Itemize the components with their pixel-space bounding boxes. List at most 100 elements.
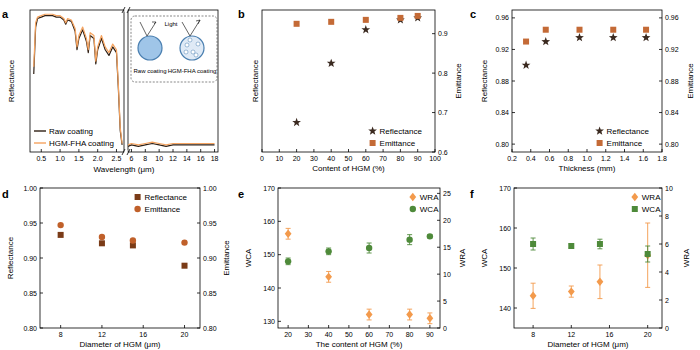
- panel-letter: a: [2, 8, 9, 20]
- y-tick-label: 1.00: [23, 185, 37, 192]
- data-point: [427, 233, 433, 239]
- error-bar: [367, 243, 372, 253]
- y2-tick-label: 4: [665, 269, 669, 276]
- x-tick: [587, 149, 588, 152]
- panel: 0.20.40.60.81.01.21.41.61.80.800.840.880…: [470, 8, 695, 173]
- y2-tick: [432, 112, 435, 113]
- y-tick-label: 150: [499, 265, 511, 272]
- x-tick: [512, 149, 513, 152]
- y2-tick: [437, 220, 440, 221]
- legend-swatch: [34, 142, 46, 143]
- x-tick: [296, 149, 297, 152]
- data-layer: [128, 142, 215, 146]
- data-point: [645, 251, 651, 257]
- annotation: Raw coating: [133, 68, 166, 74]
- break-mark: [122, 149, 125, 155]
- data-point: [99, 240, 105, 246]
- data-point: [363, 17, 369, 23]
- x-tick-label: 8: [59, 331, 63, 338]
- legend-label: Emittance: [607, 139, 643, 148]
- x-tick-label: 2.5: [112, 155, 122, 162]
- data-point: [597, 278, 604, 286]
- y2-tick-label: 0.80: [203, 325, 217, 332]
- legend-label: WCA: [642, 205, 661, 214]
- x-tick: [186, 149, 187, 152]
- legend-label: Reflectance: [380, 127, 423, 136]
- break-mark: [127, 7, 130, 13]
- data-layer: [34, 14, 122, 145]
- panel: 81216200.800.850.900.951.000.800.850.900…: [2, 185, 231, 350]
- plot-frame: [30, 10, 124, 152]
- error-bar: [407, 309, 412, 320]
- error-cap: [427, 312, 432, 313]
- error-cap: [407, 319, 412, 320]
- legend-label: Emittance: [380, 139, 416, 148]
- legend-label: HGM-FHA coating: [49, 139, 114, 148]
- y2-tick-label: 0.95: [203, 220, 217, 227]
- x-tick: [143, 325, 144, 328]
- panel: 2030405060708090130140150160170051015202…: [238, 185, 467, 350]
- y2-tick: [659, 328, 662, 329]
- legend-label: WRA: [420, 193, 439, 202]
- error-cap: [407, 244, 412, 245]
- data-point: [285, 230, 292, 238]
- x-tick: [116, 149, 117, 152]
- y2-tick: [659, 17, 662, 18]
- data-point: [413, 13, 422, 21]
- y-tick: [512, 81, 515, 82]
- data-point: [396, 15, 405, 23]
- x-tick-label: 10: [155, 155, 163, 162]
- legend: Raw coatingHGM-FHA coating: [34, 127, 114, 148]
- y2-tick: [197, 258, 200, 259]
- x-tick-label: 12: [567, 331, 575, 338]
- x-tick: [331, 149, 332, 152]
- light-ray: [140, 22, 156, 36]
- legend-swatch: [368, 126, 377, 134]
- error-cap: [645, 246, 650, 247]
- x-tick-label: 0.4: [526, 155, 536, 162]
- y2-axis-label: Emittance: [222, 240, 231, 276]
- x-tick-label: 80: [397, 155, 405, 162]
- data-point: [325, 248, 331, 254]
- y-tick-label: 0.80: [495, 141, 509, 148]
- y-tick: [514, 268, 517, 269]
- x-tick: [97, 149, 98, 152]
- x-tick: [409, 325, 410, 328]
- x-tick: [429, 325, 430, 328]
- data-point: [406, 310, 413, 318]
- panel-letter: b: [238, 8, 245, 20]
- error-cap: [367, 319, 372, 320]
- break-gap: [125, 8, 128, 12]
- data-point: [57, 222, 63, 228]
- data-point: [182, 263, 188, 269]
- data-point: [327, 59, 336, 67]
- legend-swatch: [134, 206, 140, 212]
- error-bar: [326, 248, 331, 255]
- y2-tick: [659, 272, 662, 273]
- plot-frame: [40, 188, 200, 328]
- y2-tick: [432, 152, 435, 153]
- legend-swatch: [597, 140, 603, 146]
- y-tick: [514, 188, 517, 189]
- panel: 01020304050607080901000.60.70.80.9bConte…: [238, 8, 463, 173]
- x-axis-label: Thickness (mm): [559, 164, 616, 173]
- y-tick: [40, 258, 43, 259]
- data-point: [575, 33, 584, 41]
- x-tick-label: 16: [606, 331, 614, 338]
- x-tick: [530, 149, 531, 152]
- legend: ReflectanceEmittance: [134, 193, 187, 214]
- x-tick: [609, 325, 610, 328]
- error-cap: [326, 271, 331, 272]
- y-tick-label: 0.80: [23, 325, 37, 332]
- break-gap: [125, 150, 128, 154]
- error-cap: [286, 239, 291, 240]
- panel: 681012141618: [128, 10, 219, 162]
- data-point: [397, 15, 403, 21]
- y-tick: [278, 288, 281, 289]
- y2-tick: [659, 216, 662, 217]
- x-tick: [647, 325, 648, 328]
- error-bar: [569, 286, 574, 297]
- x-axis-label: Content of HGM (%): [312, 164, 385, 173]
- series-line: [34, 16, 122, 145]
- y-tick-label: 0.90: [23, 255, 37, 262]
